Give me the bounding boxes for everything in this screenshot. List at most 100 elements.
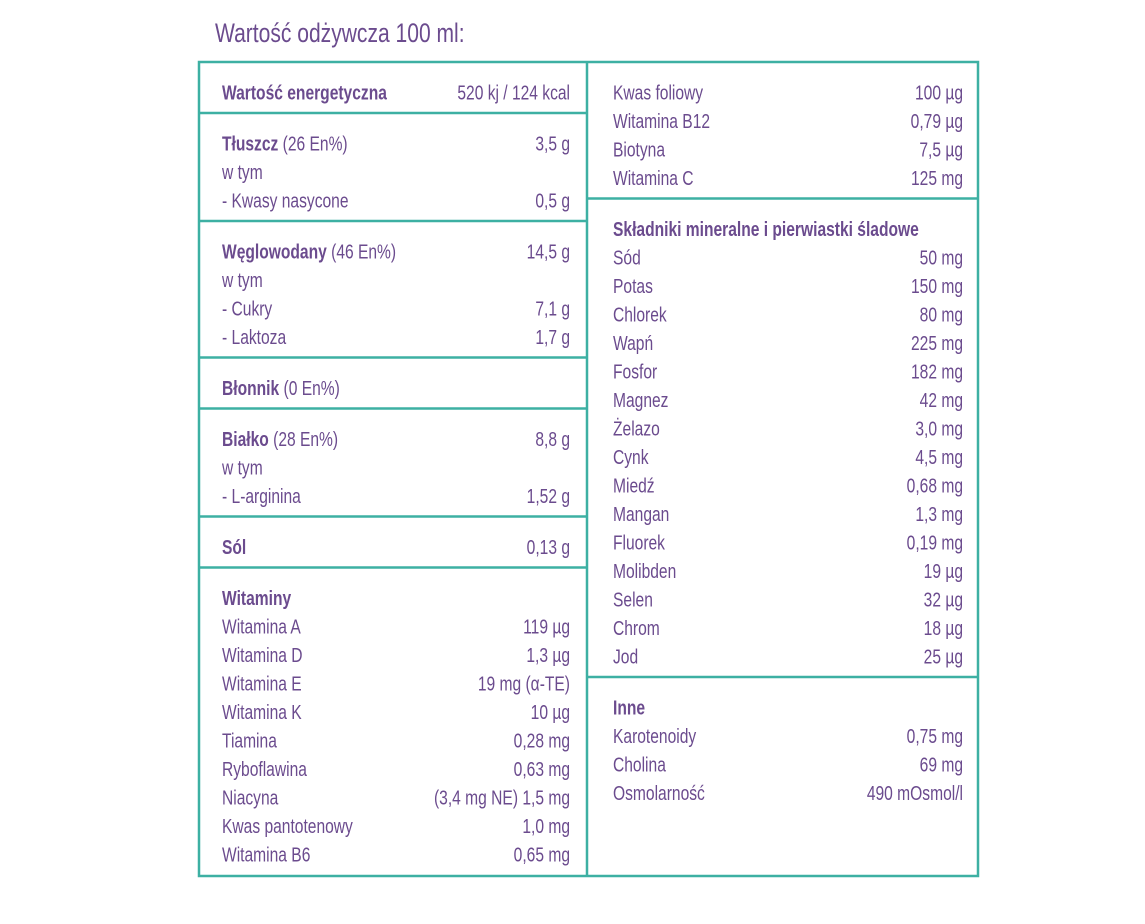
row-value: 225 mg: [911, 332, 963, 354]
label-text: Niacyna: [222, 786, 278, 808]
note-text: (0 En%): [283, 377, 339, 399]
row-label: Miedź: [613, 474, 655, 496]
label-text: w tym: [221, 269, 263, 291]
row-value: 25 µg: [924, 645, 963, 667]
row-label: Biotyna: [613, 138, 665, 160]
label-text: Miedź: [613, 474, 655, 496]
row-label: Witamina E: [222, 672, 302, 694]
row-value: 119 µg: [523, 615, 570, 637]
row-label: Chrom: [613, 617, 660, 639]
row-value: (3,4 mg NE) 1,5 mg: [434, 786, 570, 808]
row-value: 150 mg: [911, 275, 963, 297]
row-label: Mangan: [613, 503, 669, 525]
row-label: Cynk: [613, 446, 649, 468]
row-label: Kwas foliowy: [613, 81, 703, 103]
row-value: 1,52 g: [527, 485, 570, 507]
row-value: 0,63 mg: [514, 758, 570, 780]
label-text: Sód: [613, 246, 641, 268]
row-label: w tym: [221, 269, 263, 291]
heading-text: Witaminy: [222, 587, 291, 609]
row-heading: Witaminy: [222, 587, 291, 609]
row-label: - Kwasy nasycone: [222, 189, 349, 211]
label-text: Chrom: [613, 617, 660, 639]
label-text: Kwas pantotenowy: [222, 815, 353, 837]
row-value: 490 mOsmol/l: [867, 782, 963, 804]
row-label: Żelazo: [613, 417, 660, 439]
label-text: Molibden: [613, 560, 676, 582]
row-value: 42 mg: [920, 389, 963, 411]
row-label: Witamina D: [222, 644, 303, 666]
label-text: Osmolarność: [613, 782, 705, 804]
row-value: 0,28 mg: [514, 729, 570, 751]
row-heading: Węglowodany (46 En%): [222, 240, 396, 262]
row-label: Osmolarność: [613, 782, 705, 804]
row-value: 10 µg: [531, 701, 570, 723]
table-border: [197, 60, 980, 878]
row-value: 7,5 µg: [919, 138, 963, 160]
row-value: 32 µg: [924, 588, 963, 610]
row-value: 0,79 µg: [911, 110, 963, 132]
row-label: - L-arginina: [222, 485, 301, 507]
row-value: 14,5 g: [527, 240, 570, 262]
row-value: 0,65 mg: [514, 843, 570, 865]
row-heading: Sól: [222, 536, 246, 558]
row-label: Cholina: [613, 753, 666, 775]
heading-text: Błonnik: [222, 377, 279, 399]
row-label: - Laktoza: [222, 326, 286, 348]
label-text: w tym: [221, 161, 263, 183]
label-text: Jod: [613, 645, 638, 667]
row-label: w tym: [221, 161, 263, 183]
row-heading: Inne: [613, 696, 645, 718]
row-label: Magnez: [613, 389, 668, 411]
row-value: 1,3 mg: [915, 503, 963, 525]
label-text: Chlorek: [613, 303, 667, 325]
row-value: 0,75 mg: [907, 725, 963, 747]
row-value: 100 µg: [915, 81, 963, 103]
row-label: Sód: [613, 246, 641, 268]
row-label: Selen: [613, 588, 653, 610]
label-text: Karotenoidy: [613, 725, 696, 747]
label-text: Witamina B6: [222, 843, 310, 865]
row-value: 8,8 g: [535, 428, 570, 450]
row-value: 7,1 g: [535, 297, 570, 319]
row-heading: Tłuszcz (26 En%): [222, 132, 348, 154]
row-label: Chlorek: [613, 303, 667, 325]
title: Wartość odżywcza 100 ml:: [215, 19, 465, 49]
row-label: Jod: [613, 645, 638, 667]
row-label: Witamina B12: [613, 110, 710, 132]
label-text: w tym: [221, 456, 263, 478]
row-heading: Wartość energetyczna: [222, 81, 388, 103]
row-value: 520 kj / 124 kcal: [457, 81, 570, 103]
row-value: 1,3 µg: [526, 644, 570, 666]
heading-text: Składniki mineralne i pierwiastki śladow…: [613, 218, 919, 240]
row-value: 125 mg: [911, 167, 963, 189]
label-text: Witamina K: [222, 701, 302, 723]
note-text: (46 En%): [331, 240, 396, 262]
label-text: Biotyna: [613, 138, 665, 160]
label-text: - Kwasy nasycone: [222, 189, 349, 211]
heading-text: Wartość energetyczna: [222, 81, 388, 103]
row-value: 182 mg: [911, 360, 963, 382]
label-text: Selen: [613, 588, 653, 610]
label-text: Witamina D: [222, 644, 303, 666]
heading-text: Białko: [222, 428, 269, 450]
label-text: Witamina E: [222, 672, 302, 694]
row-label: Potas: [613, 275, 653, 297]
heading-text: Sól: [222, 536, 246, 558]
label-text: Mangan: [613, 503, 669, 525]
label-text: Cholina: [613, 753, 666, 775]
heading-text: Tłuszcz: [222, 132, 278, 154]
label-text: - L-arginina: [222, 485, 301, 507]
label-text: Fosfor: [613, 360, 657, 382]
row-label: Wapń: [613, 332, 653, 354]
row-label: Fosfor: [613, 360, 657, 382]
row-value: 80 mg: [920, 303, 963, 325]
heading-text: Węglowodany: [222, 240, 327, 262]
row-label: Witamina A: [222, 615, 301, 637]
row-value: 0,68 mg: [907, 474, 963, 496]
label-text: - Cukry: [222, 297, 272, 319]
label-text: Ryboflawina: [222, 758, 307, 780]
row-value: 69 mg: [920, 753, 963, 775]
row-label: Witamina K: [222, 701, 302, 723]
